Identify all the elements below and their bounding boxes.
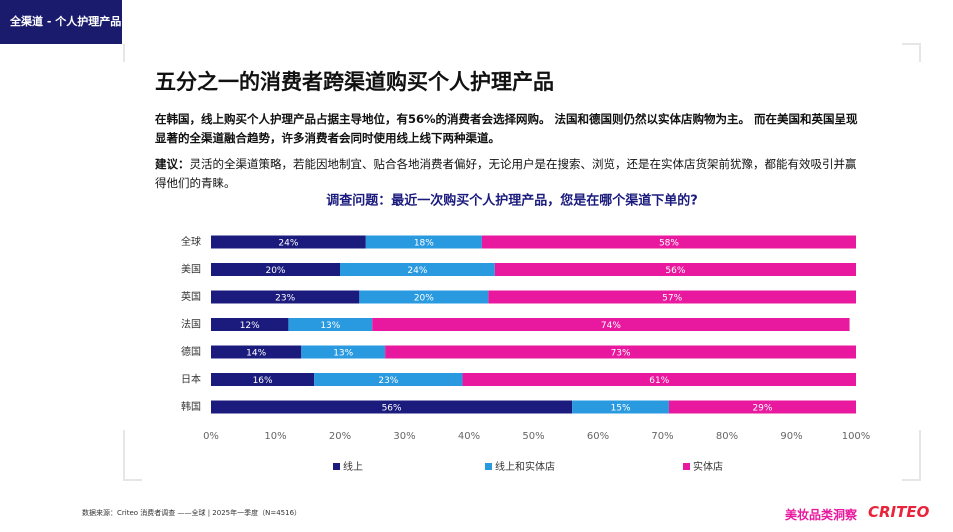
y-tick-label: 美国 — [181, 263, 201, 276]
bar-segment — [365, 235, 482, 249]
x-tick-label: 100% — [842, 431, 871, 442]
bar-segment — [301, 345, 386, 359]
value-label: 57% — [662, 294, 682, 304]
value-label: 24% — [407, 266, 427, 276]
legend-swatch — [683, 463, 690, 470]
bar-segment — [340, 263, 495, 276]
source: 数据来源：Criteo 消费者调查 ——全球 | 2025年一季度（N=4516… — [82, 509, 302, 517]
bar-segment — [385, 345, 856, 359]
y-tick-label: 日本 — [181, 373, 201, 386]
bar-segment — [211, 400, 573, 414]
y-tick-label: 全球 — [181, 235, 201, 248]
frame — [123, 43, 921, 481]
x-tick-label: 60% — [587, 431, 609, 442]
value-label: 15% — [611, 404, 631, 414]
value-label: 13% — [320, 321, 340, 331]
bar-segment — [211, 345, 302, 359]
bar-segment — [211, 235, 366, 249]
suggestion-label: 建议： — [155, 157, 190, 171]
x-tick-label: 50% — [522, 431, 544, 442]
legend-label: 线上 — [343, 460, 363, 473]
summary: 在韩国，线上购买个人护理产品占据主导地位，有56%的消费者会选择网购。 法国和德… — [155, 112, 858, 145]
bar-segment — [211, 263, 340, 276]
legend-label: 实体店 — [693, 460, 723, 473]
legend-label: 线上和实体店 — [495, 460, 555, 473]
value-label: 23% — [275, 294, 295, 304]
y-tick-label: 德国 — [181, 345, 201, 358]
bar-segment — [211, 318, 289, 331]
x-tick-label: 80% — [716, 431, 738, 442]
value-label: 61% — [649, 376, 669, 386]
suggestion-text: 灵活的全渠道策略，若能因地制宜、贴合各地消费者偏好，无论用户是在搜索、浏览，还是… — [155, 157, 857, 190]
bar-segment — [288, 318, 373, 331]
x-tick-label: 40% — [458, 431, 480, 442]
value-label: 12% — [240, 321, 260, 331]
value-label: 20% — [265, 266, 285, 276]
bar-segment — [372, 318, 850, 331]
value-label: 29% — [752, 404, 772, 414]
bar-segment — [572, 400, 669, 414]
value-label: 20% — [414, 294, 434, 304]
legend-swatch — [333, 463, 340, 470]
y-tick-label: 英国 — [181, 290, 201, 303]
value-label: 56% — [665, 266, 685, 276]
slide-title: 五分之一的消费者跨渠道购买个人护理产品 — [155, 70, 554, 94]
x-tick-label: 30% — [393, 431, 415, 442]
brand: 美妆品类洞察 — [785, 508, 858, 522]
bar-segment — [359, 290, 489, 304]
value-label: 23% — [378, 376, 398, 386]
x-tick-label: 10% — [264, 431, 286, 442]
bar-segment — [488, 290, 856, 304]
x-tick-label: 90% — [780, 431, 802, 442]
x-tick-label: 20% — [329, 431, 351, 442]
y-tick-label: 韩国 — [181, 400, 201, 413]
value-label: 16% — [253, 376, 273, 386]
value-label: 24% — [278, 239, 298, 249]
x-tick-label: 70% — [651, 431, 673, 442]
bar-segment — [314, 373, 463, 386]
suggestion: 建议：灵活的全渠道策略，若能因地制宜、贴合各地消费者偏好，无论用户是在搜索、浏览… — [155, 155, 863, 193]
logo: CRITEO — [868, 503, 930, 521]
value-label: 73% — [611, 349, 631, 359]
bar-segment — [481, 235, 856, 249]
section-tag: 全渠道 - 个人护理产品 — [0, 0, 122, 44]
bar-segment — [494, 263, 856, 276]
chart-title: 调查问题：最近一次购买个人护理产品，您是在哪个渠道下单的? — [326, 193, 698, 209]
x-tick-label: 0% — [203, 431, 219, 442]
value-label: 74% — [601, 321, 621, 331]
bar-segment — [462, 373, 856, 386]
value-label: 58% — [659, 239, 679, 249]
bar-segment — [211, 290, 360, 304]
value-label: 14% — [246, 349, 266, 359]
value-label: 56% — [382, 404, 402, 414]
bar-segment — [668, 400, 856, 414]
legend-swatch — [485, 463, 492, 470]
value-label: 13% — [333, 349, 353, 359]
y-tick-label: 法国 — [181, 318, 201, 331]
value-label: 18% — [414, 239, 434, 249]
bar-segment — [211, 373, 315, 386]
